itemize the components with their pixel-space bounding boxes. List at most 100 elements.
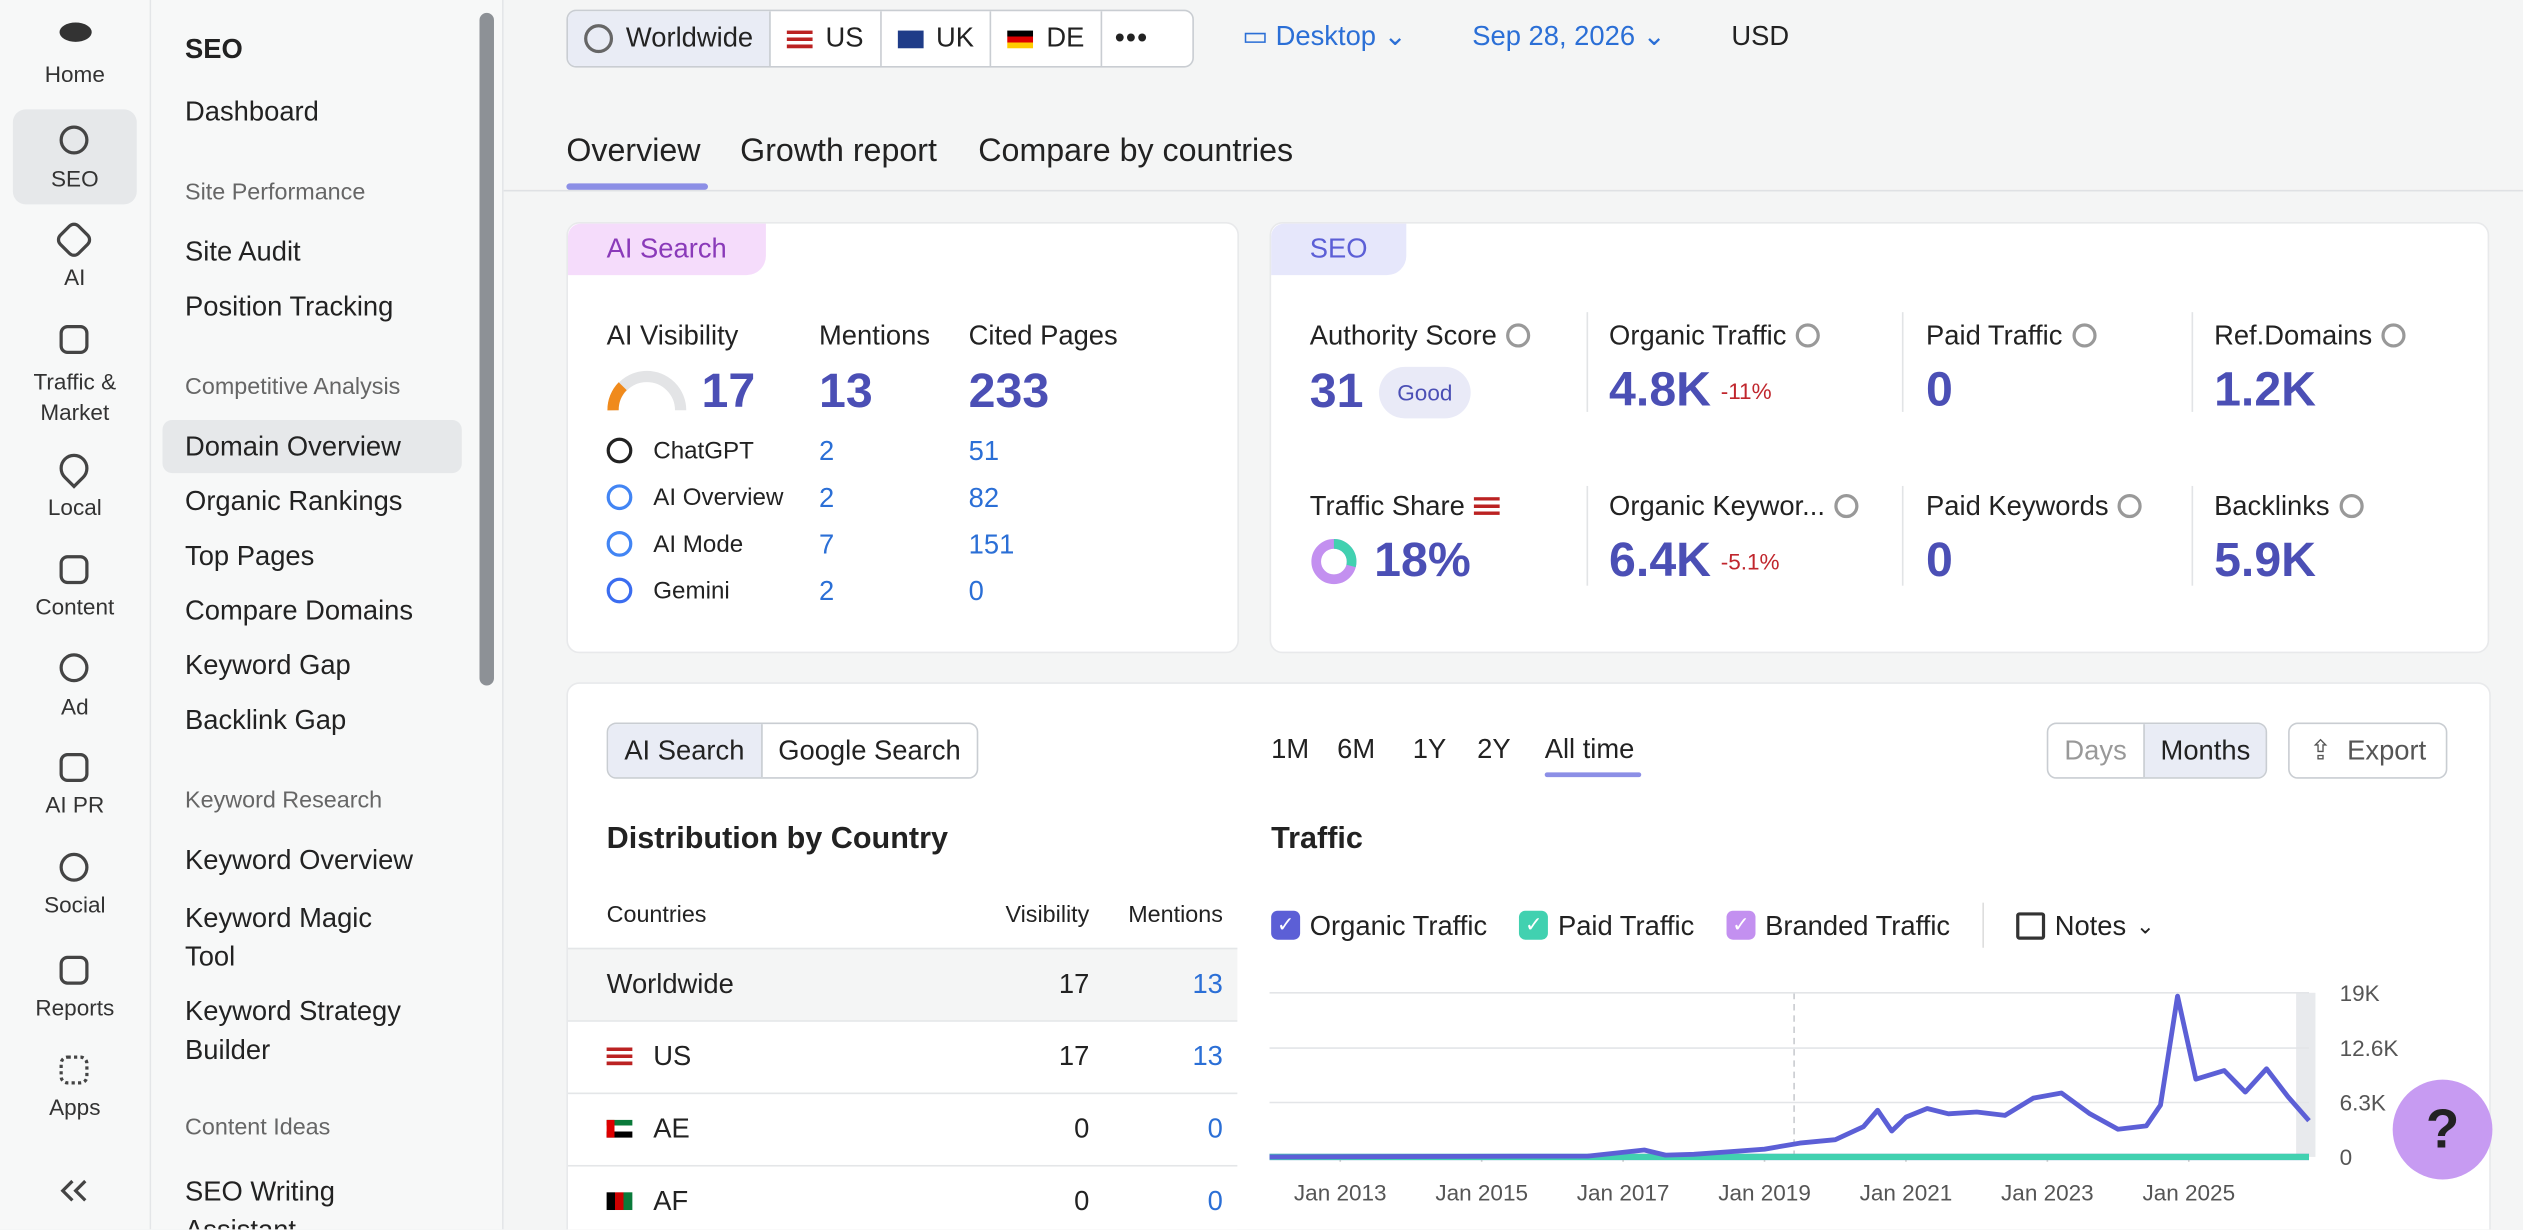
sidebar-item[interactable]: Compare Domains xyxy=(185,595,414,626)
tab[interactable]: Growth report xyxy=(740,133,937,169)
flag xyxy=(606,1192,633,1211)
granularity-option[interactable]: Months xyxy=(2142,724,2267,778)
share-donut xyxy=(1311,539,1357,585)
engine-icon xyxy=(606,437,633,464)
more-regions[interactable]: ••• xyxy=(1114,22,1149,54)
device-select[interactable]: ▭ Desktop ⌄ xyxy=(1242,20,1407,52)
nav-item[interactable]: Local xyxy=(47,493,102,520)
engine-cited[interactable]: 0 xyxy=(968,576,984,607)
x-tick-label: Jan 2015 xyxy=(1435,1180,1528,1205)
nav-item[interactable]: Traffic & Market xyxy=(33,368,117,425)
region-worldwide[interactable]: Worldwide xyxy=(567,11,771,66)
export-button[interactable]: ⇪ Export xyxy=(2288,722,2448,779)
metric-number: 6.4K xyxy=(1609,534,1712,588)
metric-label-text: Authority Score xyxy=(1309,320,1497,351)
metric-label-text: Traffic Share xyxy=(1309,490,1465,522)
nav-item[interactable]: Ad xyxy=(61,693,89,720)
collapse[interactable] xyxy=(58,1178,90,1204)
mentions[interactable]: 13 xyxy=(1192,1041,1223,1072)
mentions[interactable]: 13 xyxy=(1192,968,1223,1000)
sidebar-item[interactable]: Dashboard xyxy=(185,96,319,128)
region-us[interactable]: US xyxy=(771,11,882,66)
engine-mentions[interactable]: 2 xyxy=(819,436,835,467)
sidebar-item[interactable]: Top Pages xyxy=(185,540,315,572)
range[interactable]: 1Y xyxy=(1412,733,1447,765)
sidebar-item[interactable]: Organic Rankings xyxy=(185,485,403,517)
engine-mentions[interactable]: 7 xyxy=(819,529,835,560)
sidebar-item[interactable]: Backlink Gap xyxy=(185,704,347,736)
card-tag: AI Search xyxy=(567,223,766,276)
nav-icon xyxy=(59,852,89,882)
engine-mentions[interactable]: 2 xyxy=(819,482,835,514)
range-shade xyxy=(2296,992,2316,1157)
sidebar-item[interactable]: Keyword Overview xyxy=(185,844,414,876)
separator xyxy=(2191,485,2194,586)
nav-item[interactable]: AI xyxy=(64,263,86,290)
engine-cited[interactable]: 82 xyxy=(968,482,1000,514)
nav-item[interactable]: Social xyxy=(44,891,106,918)
metric-label: Organic Traffic xyxy=(1609,322,1821,349)
legend-item[interactable]: ✓ Organic Traffic xyxy=(1271,910,1487,940)
granularity-option[interactable]: Days xyxy=(2064,734,2127,766)
sidebar-item[interactable]: Domain Overview xyxy=(185,431,401,462)
metric-label: Paid Traffic xyxy=(1926,322,2097,349)
seo-card: SEO Authority Score 31 Good Organic Traffic… xyxy=(1269,222,2490,654)
legend-item[interactable]: ✓ Paid Traffic xyxy=(1519,910,1694,940)
country: AE xyxy=(653,1113,690,1145)
device-label: Desktop xyxy=(1275,20,1377,52)
region-de[interactable]: DE xyxy=(992,11,1103,66)
nav-item[interactable]: Apps xyxy=(49,1094,101,1120)
traffic-chart: 0 6.3K 12.6K 19K Jan 2013 Jan 2015 Jan 2017 Jan… xyxy=(1269,981,2398,1205)
sidebar-item[interactable]: SEO Writing Assistant xyxy=(185,1176,336,1229)
y-tick-label: 19K xyxy=(2340,981,2380,1006)
column-label: Cited Pages xyxy=(968,320,1118,351)
engine-cited[interactable]: 151 xyxy=(968,529,1015,560)
tab-divider xyxy=(503,189,2523,192)
tab[interactable]: Overview xyxy=(566,133,701,169)
flag xyxy=(1474,497,1501,515)
range[interactable]: 1M xyxy=(1271,733,1310,765)
notes-icon xyxy=(2016,911,2046,939)
toggle-option[interactable]: AI Search xyxy=(608,724,763,778)
notes-button[interactable]: Notes ⌄ xyxy=(2016,909,2155,941)
help-button[interactable]: ? xyxy=(2392,1079,2493,1180)
tab[interactable]: Compare by countries xyxy=(978,133,1294,169)
range[interactable]: 2Y xyxy=(1477,733,1511,765)
legend-item[interactable]: ✓ Branded Traffic xyxy=(1726,910,1950,940)
engine-mentions[interactable]: 2 xyxy=(819,576,835,607)
info-icon xyxy=(2072,323,2097,348)
row-bg xyxy=(567,1092,1238,1165)
nav-item[interactable]: Home xyxy=(44,61,105,87)
engine-cited[interactable]: 51 xyxy=(968,436,1000,467)
region-label: US xyxy=(825,22,864,54)
nav-item[interactable]: Content xyxy=(35,593,115,620)
sidebar-item[interactable]: Keyword Strategy Builder xyxy=(185,996,401,1066)
x-tick-label: Jan 2019 xyxy=(1718,1180,1811,1205)
visibility: 0 xyxy=(1074,1185,1090,1217)
row-bg xyxy=(567,947,1238,1021)
metric-label: Organic Keywor... xyxy=(1609,492,1859,520)
engine-name: ChatGPT xyxy=(653,437,754,466)
sidebar-item[interactable]: Keyword Gap xyxy=(185,650,351,681)
total-value: 233 xyxy=(968,365,1050,419)
range[interactable]: 6M xyxy=(1337,733,1376,765)
sidebar-item[interactable]: Position Tracking xyxy=(185,291,394,322)
country: Worldwide xyxy=(606,968,734,1000)
sidebar-item[interactable]: Site Audit xyxy=(185,236,301,268)
nav-item[interactable]: Reports xyxy=(35,994,115,1021)
toggle-option[interactable]: Google Search xyxy=(778,734,961,766)
nav-item[interactable]: SEO xyxy=(51,165,99,192)
sidebar-item[interactable]: Keyword Magic Tool xyxy=(185,902,373,972)
engine-name: Gemini xyxy=(653,577,730,606)
metric-number: 0 xyxy=(1926,363,1953,417)
region-uk[interactable]: UK xyxy=(881,11,992,66)
date-select[interactable]: Sep 28, 2026 ⌄ xyxy=(1472,20,1666,52)
mentions[interactable]: 0 xyxy=(1207,1113,1223,1145)
section-title: Distribution by Country xyxy=(606,822,948,857)
legend-check: ✓ xyxy=(1726,910,1756,940)
range[interactable]: All time xyxy=(1544,733,1635,765)
notes-label: Notes xyxy=(2054,909,2127,941)
nav-item[interactable]: AI PR xyxy=(45,791,105,818)
sidebar-active xyxy=(162,419,462,474)
mentions[interactable]: 0 xyxy=(1207,1185,1223,1217)
